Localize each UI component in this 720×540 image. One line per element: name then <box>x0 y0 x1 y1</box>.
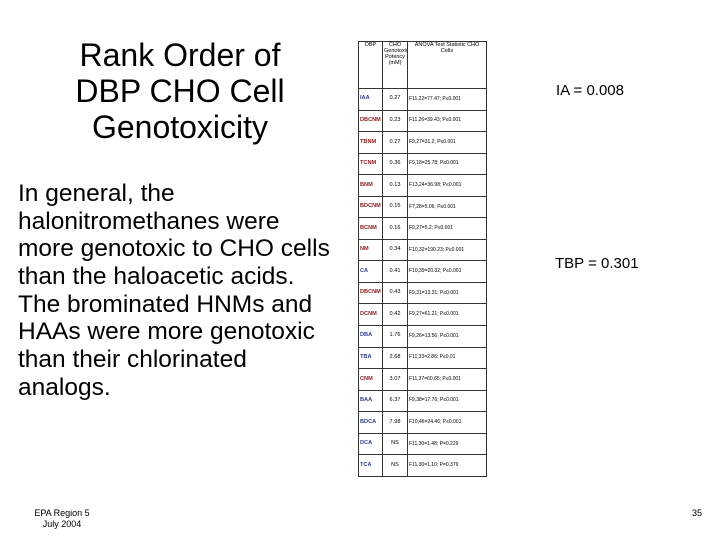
table-row: DCA NS F11,30=1.48; P=0.229 <box>358 432 487 456</box>
table-row: BDCA 7.98 F10,46=24.46; P≤0.001 <box>358 411 487 434</box>
anova-statistic-cell: F11,26=39.43; P≤0.001 <box>407 109 487 133</box>
cho-potency-cell: 1.76 <box>382 325 408 348</box>
anova-statistic-cell: F10,46=24.46; P≤0.001 <box>407 411 487 434</box>
cho-potency-cell: 0.16 <box>382 217 408 240</box>
table-row: BAA 6.37 F9,38=17.76; P≤0.001 <box>358 389 487 413</box>
anova-statistic-cell: F9,38=17.76; P≤0.001 <box>407 389 487 413</box>
table-body: IAA 0.27 F11,22=77.47; P≤0.001 DBCNM 0.23 F11… <box>358 88 487 477</box>
anova-statistic-cell: F9,26=13.56; P≤0.001 <box>407 325 487 348</box>
dbp-name-cell: TBNM <box>358 131 383 154</box>
rank-order-table-image: DBP CHO Genotoxic Potency (mM) ANOVA Tes… <box>358 41 487 477</box>
table-row: NM 0.34 F10,32=190.23; P≤0.001 <box>358 238 487 262</box>
dbp-name-cell: TBA <box>358 346 383 370</box>
footer-source: EPA Region 5 July 2004 <box>22 508 102 531</box>
dbp-name-cell: IAA <box>358 88 383 111</box>
dbp-name-cell: DCA <box>358 432 383 456</box>
cho-potency-cell: 0.42 <box>382 303 408 327</box>
dbp-name-cell: BAA <box>358 389 383 413</box>
slide-title: Rank Order of DBP CHO Cell Genotoxicity <box>75 37 285 145</box>
dbp-name-cell: DBCNM <box>358 281 383 305</box>
header-cho-potency: CHO Genotoxic Potency (mM) <box>382 41 408 89</box>
table-row: DBA 1.76 F9,26=13.56; P≤0.001 <box>358 325 487 348</box>
dbp-name-cell: CNM <box>358 368 383 391</box>
table-row: TCNM 0.36 F9,18=25.78; P≤0.001 <box>358 152 487 176</box>
anova-statistic-cell: F9,31=13.31; P≤0.001 <box>407 281 487 305</box>
anova-statistic-cell: F9,27=5.2; P≤0.001 <box>407 217 487 240</box>
footer-line-2: July 2004 <box>42 519 82 530</box>
cho-potency-cell: 2.68 <box>382 346 408 370</box>
cho-potency-cell: 0.15 <box>382 195 408 219</box>
table-row: CA 0.41 F10,39=20.32; P≤0.001 <box>358 260 487 283</box>
table-row: TBA 2.68 F11,33=2.86; P≤0.01 <box>358 346 487 370</box>
anova-statistic-cell: F11,30=1.48; P=0.229 <box>407 432 487 456</box>
cho-potency-cell: 0.27 <box>382 88 408 111</box>
table-row: BNM 0.13 F13,24=36.98; P≤0.001 <box>358 174 487 197</box>
dbp-name-cell: DBCNM <box>358 109 383 133</box>
dbp-name-cell: DBA <box>358 325 383 348</box>
anova-statistic-cell: F10,39=20.32; P≤0.001 <box>407 260 487 283</box>
anova-statistic-cell: F13,24=36.98; P≤0.001 <box>407 174 487 197</box>
dbp-name-cell: BDCNM <box>358 195 383 219</box>
anova-statistic-cell: F9,27=31.2; P≤0.001 <box>407 131 487 154</box>
anova-statistic-cell: F11,30=1.10; P=0.379 <box>407 454 487 477</box>
table-row: BDCNM 0.15 F7,28=5.06; P≤0.001 <box>358 195 487 219</box>
table-row: DCNM 0.42 F9,27=61.21; P≤0.001 <box>358 303 487 327</box>
table-header-row: DBP CHO Genotoxic Potency (mM) ANOVA Tes… <box>358 41 487 89</box>
cho-potency-cell: 6.37 <box>382 389 408 413</box>
cho-potency-cell: 0.41 <box>382 260 408 283</box>
anova-statistic-cell: F11,37=60.65; P≤0.001 <box>407 368 487 391</box>
anova-statistic-cell: F7,28=5.06; P≤0.001 <box>407 195 487 219</box>
page-number: 35 <box>692 508 703 518</box>
tbp-statistic: TBP = 0.301 <box>555 255 639 272</box>
anova-statistic-cell: F9,27=61.21; P≤0.001 <box>407 303 487 327</box>
cho-potency-cell: 0.13 <box>382 174 408 197</box>
footer-line-1: EPA Region 5 <box>34 508 90 518</box>
dbp-name-cell: CA <box>358 260 383 283</box>
cho-potency-cell: NS <box>382 432 408 456</box>
table-row: DBCNM 0.23 F11,26=39.43; P≤0.001 <box>358 109 487 133</box>
dbp-name-cell: TCNM <box>358 152 383 176</box>
table-row: TCA NS F11,30=1.10; P=0.379 <box>358 454 487 477</box>
table-row: IAA 0.27 F11,22=77.47; P≤0.001 <box>358 88 487 111</box>
table-row: CNM 3.07 F11,37=60.65; P≤0.001 <box>358 368 487 391</box>
cho-potency-cell: 0.34 <box>382 238 408 262</box>
anova-statistic-cell: F10,32=190.23; P≤0.001 <box>407 238 487 262</box>
table-row: DBCNM 0.43 F9,31=13.31; P≤0.001 <box>358 281 487 305</box>
cho-potency-cell: 0.23 <box>382 109 408 133</box>
cho-potency-cell: 0.27 <box>382 131 408 154</box>
cho-potency-cell: NS <box>382 454 408 477</box>
anova-statistic-cell: F11,33=2.86; P≤0.01 <box>407 346 487 370</box>
body-paragraph-2: The brominated HNMs and HAAs were more g… <box>18 290 315 401</box>
rank-order-table: DBP CHO Genotoxic Potency (mM) ANOVA Tes… <box>358 41 487 477</box>
cho-potency-cell: 0.36 <box>382 152 408 176</box>
cho-potency-cell: 0.43 <box>382 281 408 305</box>
ia-statistic: IA = 0.008 <box>556 82 624 99</box>
dbp-name-cell: BCNM <box>358 217 383 240</box>
dbp-name-cell: BDCA <box>358 411 383 434</box>
cho-potency-cell: 3.07 <box>382 368 408 391</box>
slide-body: In general, the halonitromethanes were m… <box>18 180 338 401</box>
body-paragraph-1: In general, the halonitromethanes were m… <box>18 180 330 291</box>
table-row: TBNM 0.27 F9,27=31.2; P≤0.001 <box>358 131 487 154</box>
header-dbp: DBP <box>358 41 383 89</box>
dbp-name-cell: TCA <box>358 454 383 477</box>
dbp-name-cell: NM <box>358 238 383 262</box>
anova-statistic-cell: F11,22=77.47; P≤0.001 <box>407 88 487 111</box>
table-row: BCNM 0.16 F9,27=5.2; P≤0.001 <box>358 217 487 240</box>
header-anova: ANOVA Test Statistic CHO Cells <box>407 41 487 89</box>
dbp-name-cell: BNM <box>358 174 383 197</box>
anova-statistic-cell: F9,18=25.78; P≤0.001 <box>407 152 487 176</box>
dbp-name-cell: DCNM <box>358 303 383 327</box>
cho-potency-cell: 7.98 <box>382 411 408 434</box>
